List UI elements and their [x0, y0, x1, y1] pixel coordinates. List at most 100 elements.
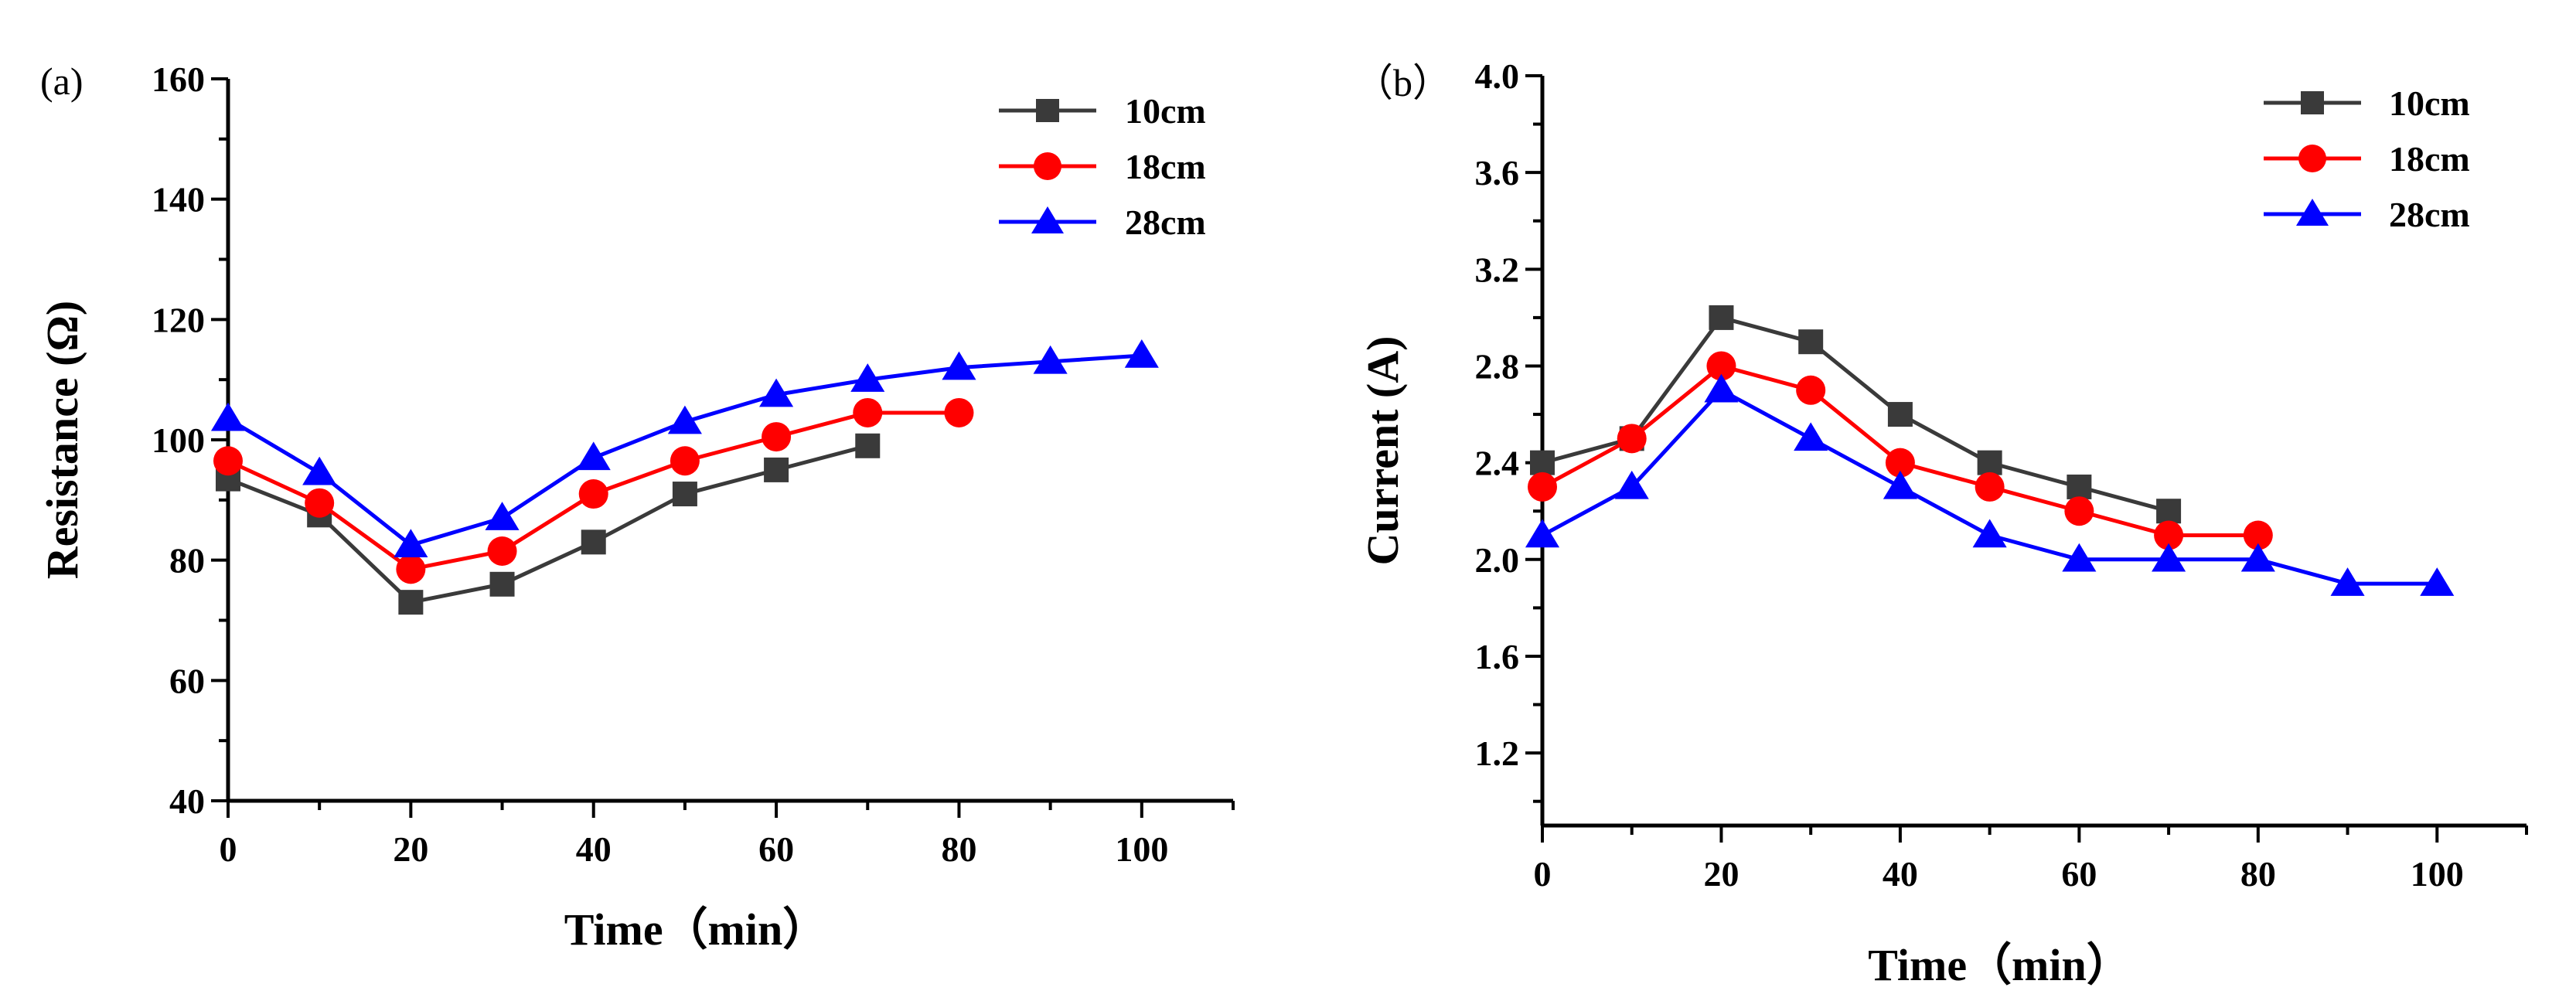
- data-point-18cm: [762, 422, 792, 452]
- y-tick-label: 1.6: [1475, 637, 1520, 676]
- y-tick-label: 2.8: [1475, 346, 1520, 386]
- legend-label: 28cm: [2389, 195, 2470, 234]
- series-28cm: [210, 339, 1159, 557]
- legend-marker: [2298, 145, 2326, 172]
- data-point-28cm: [210, 402, 246, 431]
- legend-marker: [2301, 91, 2324, 114]
- legend-entry-28cm: 28cm: [2264, 195, 2470, 234]
- legend-entry-10cm: 10cm: [2264, 83, 2470, 123]
- legend-entry-18cm: 18cm: [2264, 139, 2470, 179]
- x-tick-label: 0: [1534, 854, 1552, 894]
- x-tick-label: 40: [1883, 854, 1918, 894]
- y-tick-label: 2.4: [1475, 444, 1520, 483]
- y-tick-label: 120: [152, 300, 205, 339]
- panel-label: (a): [40, 60, 83, 103]
- legend-label: 10cm: [2389, 83, 2470, 123]
- data-point-10cm: [1887, 402, 1913, 427]
- legend-marker: [1036, 99, 1059, 122]
- data-point-28cm: [2062, 543, 2097, 572]
- data-point-28cm: [302, 456, 337, 485]
- x-tick-label: 100: [2411, 854, 2464, 894]
- data-point-10cm: [2156, 499, 2182, 524]
- data-point-28cm: [2330, 567, 2365, 596]
- data-point-18cm: [1528, 472, 1557, 502]
- series-28cm: [1525, 373, 2455, 596]
- x-tick-label: 80: [2240, 854, 2276, 894]
- chart-panel-a: 0 20 40 60 80 100 40 60 80 100 120 140 160 Time（min） R…: [37, 60, 1235, 955]
- chart-panel-b: 0 20 40 60 80 100 1.2 1.6 2.0 2.4 2.8 3.2 3.6 4.0 Time…: [1354, 56, 2528, 990]
- legend-entry-10cm: 10cm: [999, 91, 1206, 131]
- data-point-18cm: [1617, 424, 1647, 454]
- data-point-28cm: [850, 363, 885, 392]
- x-tick-label: 80: [941, 829, 976, 869]
- data-point-18cm: [1885, 448, 1915, 478]
- y-tick-label: 160: [152, 60, 205, 99]
- data-point-18cm: [944, 397, 974, 427]
- data-point-10cm: [1977, 450, 2002, 475]
- data-point-10cm: [398, 590, 424, 615]
- data-point-18cm: [2243, 520, 2273, 550]
- data-point-18cm: [305, 488, 335, 518]
- panel-label: （b）: [1354, 61, 1451, 104]
- x-axis-title: Time（min）: [1868, 940, 2131, 990]
- data-point-28cm: [1525, 519, 1560, 548]
- legend-label: 18cm: [2389, 139, 2470, 179]
- data-point-18cm: [1706, 351, 1736, 381]
- y-tick-label: 80: [169, 541, 205, 581]
- y-tick-label: 140: [152, 180, 205, 220]
- data-point-18cm: [396, 554, 426, 584]
- data-point-10cm: [764, 457, 789, 482]
- data-point-28cm: [1614, 470, 1649, 499]
- data-point-28cm: [1704, 373, 1739, 403]
- data-point-10cm: [1530, 450, 1555, 475]
- data-point-28cm: [2420, 567, 2455, 596]
- x-tick-label: 40: [576, 829, 612, 869]
- legend-label: 10cm: [1125, 91, 1206, 131]
- series-line-10cm: [227, 444, 868, 604]
- legend-label: 18cm: [1125, 147, 1206, 186]
- x-tick-label: 20: [393, 829, 428, 869]
- data-point-28cm: [485, 502, 520, 530]
- data-point-28cm: [2240, 543, 2275, 572]
- data-point-10cm: [855, 433, 881, 458]
- series-18cm: [213, 397, 974, 584]
- data-point-28cm: [1883, 470, 1917, 499]
- legend-label: 28cm: [1125, 203, 1206, 242]
- data-point-28cm: [667, 405, 702, 434]
- y-tick-label: 3.2: [1475, 250, 1520, 289]
- data-point-10cm: [1798, 329, 1824, 355]
- y-tick-label: 40: [169, 781, 205, 821]
- data-point-10cm: [2067, 474, 2092, 499]
- series-10cm: [216, 433, 881, 615]
- y-tick-label: 4.0: [1475, 56, 1520, 96]
- data-point-18cm: [487, 536, 517, 566]
- legend-entry-28cm: 28cm: [999, 203, 1206, 242]
- data-point-28cm: [1033, 345, 1068, 374]
- data-point-28cm: [2152, 543, 2186, 572]
- data-point-18cm: [1975, 472, 2005, 502]
- legend-marker: [1031, 206, 1064, 233]
- legend-entry-18cm: 18cm: [999, 147, 1206, 186]
- y-tick-label: 3.6: [1475, 153, 1520, 192]
- y-tick-label: 1.2: [1475, 734, 1520, 773]
- legend-marker: [2296, 199, 2329, 226]
- data-point-10cm: [581, 529, 606, 555]
- x-tick-label: 100: [1115, 829, 1168, 869]
- data-point-18cm: [1796, 375, 1826, 405]
- y-tick-label: 2.0: [1475, 540, 1520, 580]
- data-point-18cm: [2064, 496, 2094, 526]
- y-tick-label: 60: [169, 661, 205, 700]
- data-point-28cm: [1794, 422, 1828, 451]
- data-point-18cm: [670, 446, 700, 476]
- data-point-18cm: [578, 479, 608, 509]
- series-18cm: [1528, 351, 2273, 550]
- data-point-28cm: [1124, 339, 1159, 368]
- legend-marker: [1034, 152, 1061, 180]
- data-point-10cm: [489, 571, 515, 597]
- data-point-28cm: [759, 378, 794, 407]
- data-point-28cm: [576, 441, 611, 471]
- data-point-28cm: [1972, 519, 2007, 548]
- y-tick-label: 100: [152, 420, 205, 460]
- data-point-28cm: [394, 529, 428, 557]
